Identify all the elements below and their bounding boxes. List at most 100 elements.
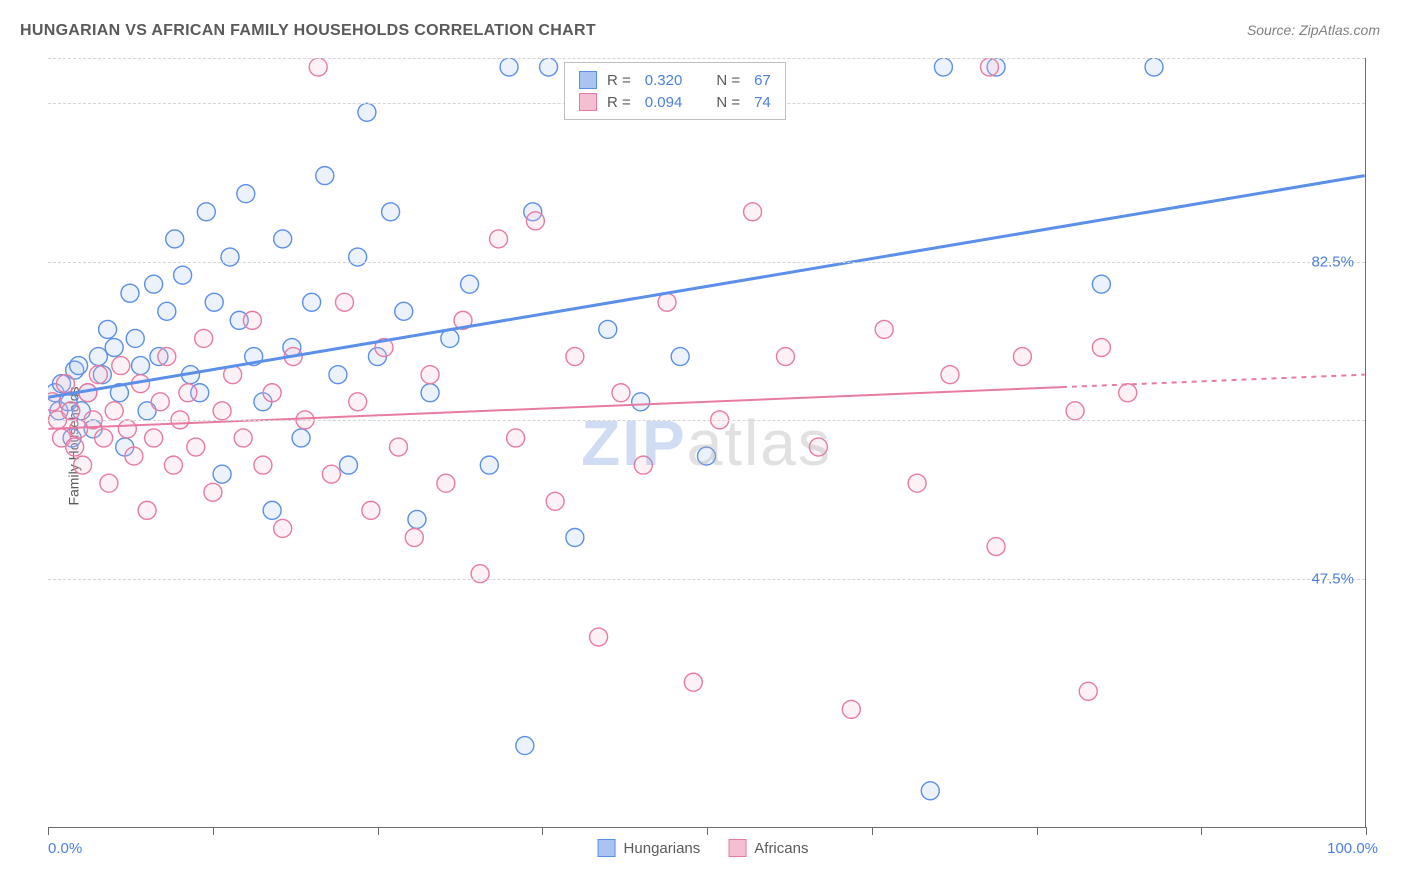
scatter-point: [921, 782, 939, 800]
scatter-point: [934, 58, 952, 76]
y-tick-label: 82.5%: [1311, 253, 1354, 270]
scatter-point: [237, 185, 255, 203]
scatter-point: [89, 348, 107, 366]
scatter-point: [658, 293, 676, 311]
scatter-point: [105, 339, 123, 357]
scatter-point: [99, 320, 117, 338]
scatter-point: [204, 483, 222, 501]
x-tick-max: 100.0%: [1327, 840, 1378, 857]
scatter-point: [421, 366, 439, 384]
scatter-point: [316, 167, 334, 185]
scatter-point: [744, 203, 762, 221]
scatter-point: [1013, 348, 1031, 366]
scatter-point: [684, 673, 702, 691]
scatter-point: [461, 275, 479, 293]
scatter-point: [105, 402, 123, 420]
scatter-point: [599, 320, 617, 338]
x-tick-mark: [872, 827, 873, 835]
n-label: N =: [716, 72, 740, 89]
scatter-point: [1092, 339, 1110, 357]
x-tick-mark: [542, 827, 543, 835]
scatter-point: [382, 203, 400, 221]
x-tick-mark: [1366, 827, 1367, 835]
x-tick-mark: [378, 827, 379, 835]
scatter-point: [254, 456, 272, 474]
scatter-point: [187, 438, 205, 456]
scatter-point: [421, 384, 439, 402]
scatter-point: [274, 230, 292, 248]
scatter-point: [809, 438, 827, 456]
legend-stats-row-0: R = 0.320 N = 67: [579, 69, 771, 91]
x-tick-min: 0.0%: [48, 840, 82, 857]
legend-item-0: Hungarians: [598, 839, 701, 857]
scatter-point: [1145, 58, 1163, 76]
scatter-point: [329, 366, 347, 384]
legend-swatch-hungarians: [598, 839, 616, 857]
scatter-point: [213, 465, 231, 483]
scatter-point: [125, 447, 143, 465]
n-value-0: 67: [754, 72, 771, 89]
scatter-point: [56, 375, 74, 393]
x-tick-mark: [1201, 827, 1202, 835]
scatter-point: [540, 58, 558, 76]
plot-area: ZIPatlas: [48, 58, 1366, 828]
trend-line-dashed: [1062, 375, 1365, 387]
scatter-point: [66, 438, 84, 456]
scatter-point: [349, 248, 367, 266]
scatter-point: [480, 456, 498, 474]
chart-title: HUNGARIAN VS AFRICAN FAMILY HOUSEHOLDS C…: [20, 22, 596, 40]
legend-swatch-africans: [728, 839, 746, 857]
legend-item-1: Africans: [728, 839, 808, 857]
scatter-point: [408, 510, 426, 528]
gridline-h: [48, 262, 1365, 263]
scatter-point: [221, 248, 239, 266]
scatter-point: [698, 447, 716, 465]
x-tick-mark: [1037, 827, 1038, 835]
legend-label-1: Africans: [754, 840, 808, 857]
r-value-0: 0.320: [645, 72, 683, 89]
gridline-h: [48, 579, 1365, 580]
scatter-point: [213, 402, 231, 420]
scatter-point: [908, 474, 926, 492]
scatter-point: [1066, 402, 1084, 420]
scatter-point: [151, 393, 169, 411]
scatter-point: [74, 456, 92, 474]
scatter-point: [132, 357, 150, 375]
scatter-point: [362, 501, 380, 519]
r-label: R =: [607, 94, 631, 111]
scatter-point: [243, 311, 261, 329]
scatter-point: [358, 103, 376, 121]
scatter-point: [776, 348, 794, 366]
trend-line: [48, 176, 1364, 398]
scatter-point: [158, 348, 176, 366]
scatter-point: [166, 230, 184, 248]
scatter-point: [566, 348, 584, 366]
scatter-point: [263, 384, 281, 402]
scatter-point: [500, 58, 518, 76]
scatter-point: [875, 320, 893, 338]
scatter-point: [145, 429, 163, 447]
scatter-point: [118, 420, 136, 438]
scatter-point: [336, 293, 354, 311]
legend-series: Hungarians Africans: [598, 839, 809, 857]
scatter-point: [112, 357, 130, 375]
gridline-h: [48, 58, 1365, 59]
x-tick-mark: [707, 827, 708, 835]
scatter-point: [349, 393, 367, 411]
legend-stats-row-1: R = 0.094 N = 74: [579, 91, 771, 113]
scatter-point: [981, 58, 999, 76]
scatter-point: [634, 456, 652, 474]
scatter-point: [490, 230, 508, 248]
scatter-point: [309, 58, 327, 76]
scatter-svg: [48, 58, 1365, 827]
scatter-point: [62, 402, 80, 420]
y-tick-label: 47.5%: [1311, 570, 1354, 587]
scatter-point: [405, 529, 423, 547]
scatter-point: [164, 456, 182, 474]
scatter-point: [590, 628, 608, 646]
scatter-point: [174, 266, 192, 284]
scatter-point: [197, 203, 215, 221]
source-attribution: Source: ZipAtlas.com: [1247, 22, 1380, 38]
r-value-1: 0.094: [645, 94, 683, 111]
scatter-point: [126, 329, 144, 347]
